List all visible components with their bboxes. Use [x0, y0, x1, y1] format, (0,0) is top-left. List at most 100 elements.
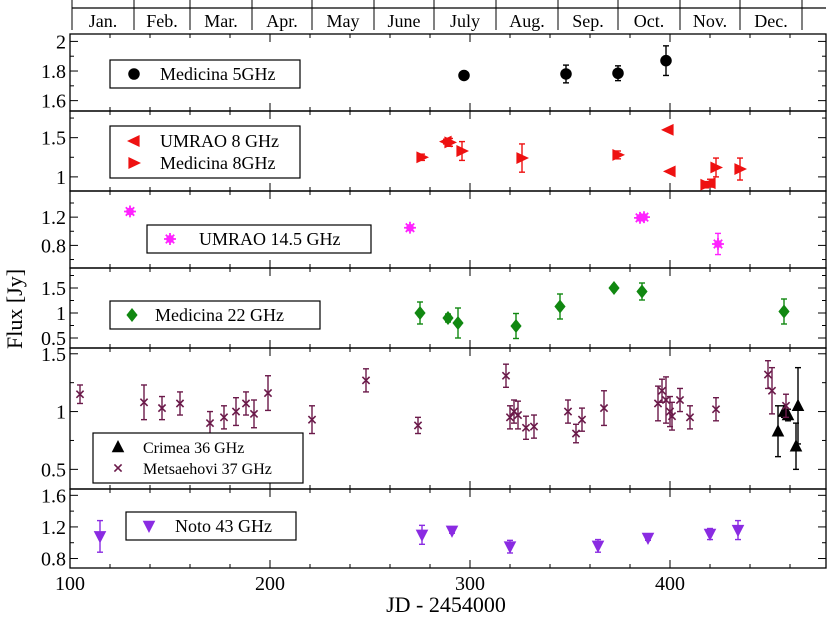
data-point [414, 306, 426, 320]
data-point [503, 541, 517, 554]
data-point [591, 540, 605, 553]
legend-marker [111, 440, 125, 453]
y-tick-label: 2 [56, 31, 66, 53]
y-tick-label: 1.2 [41, 517, 66, 539]
panel-noto-43: 0.8 1.2 1.6 Noto 43 GHz [41, 485, 827, 571]
panel-medicina-22: 0.5 1 1.5 Medicina 22 GHz [41, 267, 827, 350]
data-point [445, 525, 459, 538]
legend-marker [164, 233, 176, 245]
data-point [501, 371, 511, 380]
legend-box [92, 432, 304, 484]
data-point [75, 390, 85, 399]
data-point [444, 136, 457, 149]
panel-medicina-5: 1.6 1.8 2 Medicina 5GHz [41, 31, 827, 113]
data-point [612, 148, 625, 161]
data-point [767, 386, 777, 395]
data-point [415, 529, 429, 542]
data-point [505, 413, 515, 422]
data-point [703, 528, 717, 542]
legend-label: UMRAO 8 GHz [160, 131, 279, 151]
x-tick-label: 200 [255, 573, 285, 595]
data-point [661, 395, 671, 405]
month-axis: Jan. Feb. Mar. Apr. May June July Aug. Sep. Oct. N… [71, 0, 826, 31]
data-point [560, 68, 572, 80]
data-point [612, 67, 624, 80]
data-point [700, 178, 713, 191]
data-point [663, 165, 676, 178]
data-point [653, 399, 663, 408]
data-point [571, 429, 581, 438]
data-point [667, 412, 677, 421]
data-point [263, 388, 273, 398]
month-label: June [388, 11, 421, 31]
data-point [456, 145, 469, 157]
data-point [599, 403, 609, 413]
x-tick-label: 400 [655, 573, 685, 595]
legend-label: Medicina 22 GHz [155, 305, 284, 325]
legend-marker [128, 68, 140, 80]
month-label: May [327, 11, 360, 31]
series [458, 45, 672, 84]
data-point [452, 316, 464, 330]
data-point [763, 370, 773, 379]
month-label: Nov. [693, 11, 727, 31]
data-point [636, 284, 648, 299]
series [771, 366, 805, 471]
series [439, 123, 716, 190]
data-point [641, 532, 655, 545]
month-label: Sep. [572, 11, 604, 31]
series [416, 136, 747, 191]
data-point [661, 123, 674, 136]
data-point [458, 69, 470, 82]
data-point [731, 524, 745, 538]
month-label: Dec. [754, 11, 787, 31]
data-point [734, 163, 747, 175]
panel-36-37ghz: 0.5 1 1.5 Crimea 36 GHz Metsaehovi 37 GHz [41, 344, 827, 490]
data-point [791, 398, 805, 412]
data-point [529, 422, 539, 431]
legend-label: Medicina 8GHz [160, 153, 275, 173]
series [124, 205, 724, 256]
y-tick-label: 1.2 [41, 207, 66, 229]
series [93, 519, 745, 554]
data-point [249, 409, 259, 419]
data-point [608, 281, 620, 295]
legend-box [146, 224, 372, 254]
y-tick-label: 1.5 [41, 344, 66, 366]
legend: Medicina 22 GHz [109, 300, 321, 330]
legend-marker [128, 157, 141, 169]
legend-box [109, 125, 301, 179]
x-tick-label: 300 [455, 573, 485, 595]
legend-label: Metsaehovi 37 GHz [143, 461, 272, 478]
legend-label: UMRAO 14.5 GHz [199, 229, 341, 249]
data-point [139, 398, 149, 407]
legend-marker [113, 463, 123, 473]
data-point [516, 152, 529, 165]
y-tick-label: 1.5 [41, 278, 66, 300]
y-tick-label: 1.5 [41, 128, 66, 150]
legend-box [109, 300, 321, 330]
month-label: Mar. [204, 11, 238, 31]
data-point [157, 403, 167, 413]
legend: Crimea 36 GHz Metsaehovi 37 GHz [92, 432, 304, 484]
y-tick-label: 0.8 [41, 549, 66, 571]
data-point [563, 407, 573, 416]
data-point [307, 415, 317, 424]
month-label: Apr. [266, 11, 298, 31]
data-point [789, 439, 803, 452]
data-point [657, 386, 667, 395]
month-label: Oct. [634, 11, 665, 31]
y-tick-label: 1 [56, 167, 66, 189]
data-point [781, 401, 791, 410]
month-label: Feb. [146, 11, 178, 31]
data-point [361, 376, 371, 385]
data-point [710, 161, 723, 174]
y-tick-label: 1.6 [41, 91, 66, 113]
y-tick-label: 1 [56, 303, 66, 325]
data-point [685, 413, 695, 422]
data-point [778, 304, 790, 319]
y-axis-title: Flux [Jy] [2, 269, 27, 349]
legend: Noto 43 GHz [125, 511, 297, 541]
